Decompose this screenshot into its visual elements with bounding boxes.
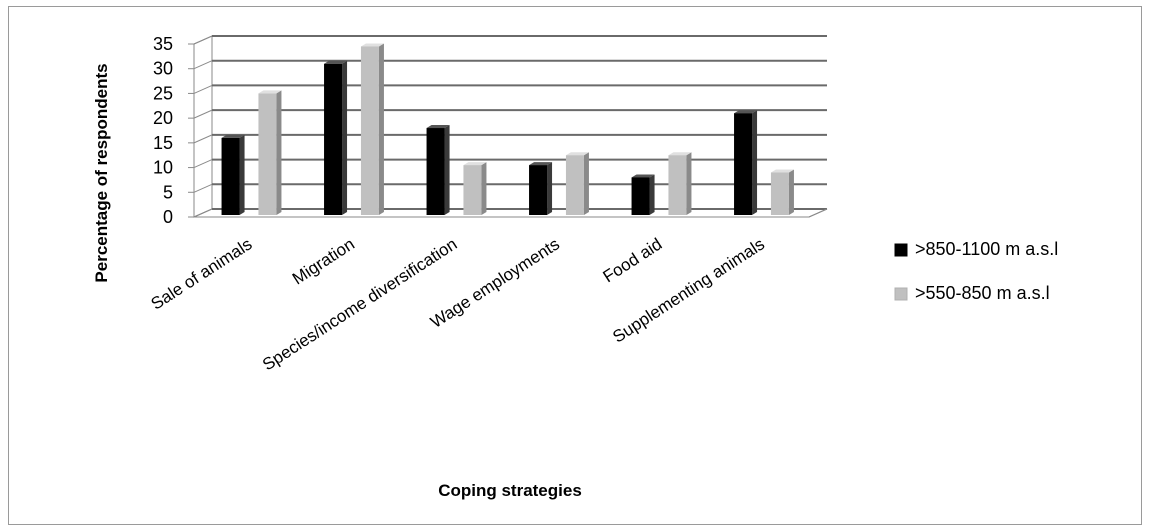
y-tick-label-15: 15 — [153, 133, 173, 153]
bar-side — [752, 110, 757, 215]
bar-low-0 — [258, 93, 276, 215]
floor — [194, 209, 827, 217]
y-axis-title: Percentage of respondents — [92, 63, 111, 282]
bars — [222, 43, 794, 215]
chart-svg: 0 5 10 15 20 25 30 35 Sale of animals MigrationS… — [9, 7, 1143, 526]
chart-walls — [194, 36, 827, 217]
legend-label-0: >850-1100 m a.s.l — [915, 239, 1058, 259]
bar-side — [379, 43, 384, 215]
bar-side — [445, 125, 450, 215]
bar-side — [789, 170, 794, 215]
bar-side — [240, 135, 245, 215]
y-tick-label-25: 25 — [153, 83, 173, 103]
y-tick-label-0: 0 — [163, 207, 173, 227]
x-category-label-0: Sale of animals — [148, 234, 256, 313]
bar-side — [584, 152, 589, 215]
x-category-label-4: Food aid — [600, 234, 666, 286]
y-tick-label-5: 5 — [163, 182, 173, 202]
bar-high-0 — [222, 138, 240, 215]
bar-low-4 — [668, 155, 686, 215]
side-wall — [194, 36, 212, 217]
legend-label-1: >550-850 m a.s.l — [915, 283, 1050, 303]
bar-high-5 — [734, 113, 752, 215]
bar-side — [481, 162, 486, 215]
legend-swatch-0 — [895, 244, 907, 256]
bar-side — [686, 152, 691, 215]
y-tick-label-35: 35 — [153, 34, 173, 54]
bar-low-2 — [463, 165, 481, 215]
y-tick-label-10: 10 — [153, 158, 173, 178]
bar-high-2 — [427, 128, 445, 215]
bar-high-4 — [632, 177, 650, 215]
y-tick-label-30: 30 — [153, 59, 173, 79]
x-category-label-1: Migration — [289, 234, 358, 288]
y-axis-ticks: 0 5 10 15 20 25 30 35 — [153, 34, 173, 227]
gridlines — [188, 36, 827, 217]
bar-low-5 — [771, 173, 789, 215]
bar-side — [276, 90, 281, 215]
bar-high-1 — [324, 64, 342, 215]
x-axis-title: Coping strategies — [438, 481, 582, 500]
bar-low-3 — [566, 155, 584, 215]
y-tick-label-20: 20 — [153, 108, 173, 128]
legend: >850-1100 m a.s.l >550-850 m a.s.l — [895, 239, 1058, 303]
chart-area: 0 5 10 15 20 25 30 35 Sale of animals Migration S… — [8, 6, 1142, 525]
bar-side — [547, 162, 552, 215]
x-category-label-2: Species/income diversification — [259, 234, 460, 374]
legend-swatch-1 — [895, 288, 907, 300]
bar-low-1 — [361, 46, 379, 215]
bar-side — [342, 61, 347, 215]
bar-high-3 — [529, 165, 547, 215]
bar-side — [650, 174, 655, 215]
